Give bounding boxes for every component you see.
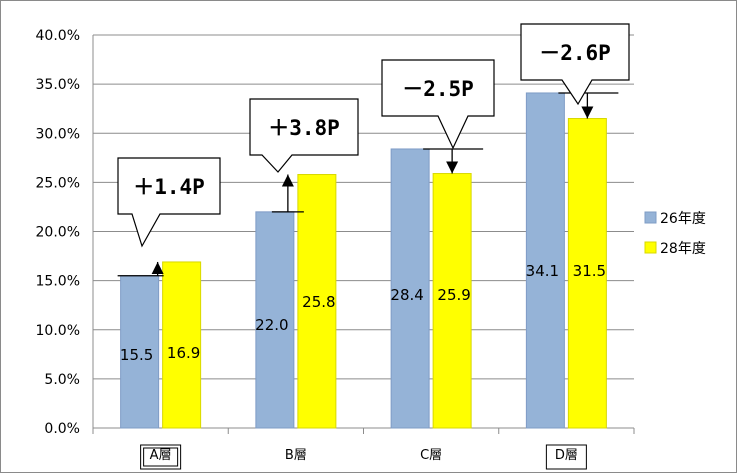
callout-text: ＋3.8P [268,116,340,140]
bar-series2 [162,261,202,429]
bar-series1 [120,275,160,429]
arrowhead [281,174,294,187]
y-tick-label: 35.0% [36,77,80,93]
data-label: 22.0 [255,316,288,334]
bar-series1 [255,211,295,429]
category-box-inner [143,447,179,467]
y-tick-label: 0.0% [44,421,80,437]
callouts-layer: ＋1.4P ＋3.8P －2.5P －2.6P [117,23,630,277]
data-label: 28.4 [390,286,423,304]
legend-swatch [644,241,657,254]
bar-series2 [567,118,607,429]
callout-text: －2.6P [539,41,611,65]
y-tick-label: 5.0% [44,372,80,388]
category-box [140,444,182,470]
callout-box [520,23,630,106]
bar-series2 [297,174,337,429]
y-tick-label: 20.0% [36,225,80,241]
legend: 26年度 28年度 [644,211,706,257]
arrowhead [581,106,594,119]
x-tick-label: A層 [150,448,172,463]
arrowhead [151,261,164,274]
labels-layer: 0.0% 5.0% 10.0% 15.0% 20.0% 25.0% 30.0% 35.0% 40… [36,28,606,470]
category-box [545,444,587,470]
callout-box [249,98,359,173]
y-tick-label: 10.0% [36,323,80,339]
callout-text: －2.5P [402,77,474,101]
data-label: 15.5 [120,346,153,364]
arrowhead [446,161,459,174]
bar-series1 [390,148,430,429]
bars-layer [120,92,607,429]
y-tick-label: 15.0% [36,274,80,290]
legend-label: 26年度 [660,211,706,227]
x-tick-label: D層 [555,448,578,463]
y-tick-label: 40.0% [36,28,80,44]
x-tick-label: B層 [285,448,307,463]
data-label: 25.9 [437,286,470,304]
legend-label: 28年度 [660,241,706,257]
data-label: 16.9 [167,344,200,362]
x-tick-label: C層 [420,448,442,463]
data-label: 31.5 [573,262,606,280]
y-tick-label: 30.0% [36,126,80,142]
legend-swatch [644,211,657,224]
data-label: 34.1 [526,262,559,280]
callout-box [117,157,221,248]
data-label: 25.8 [302,293,335,311]
bar-series1 [525,92,565,429]
callout-text: ＋1.4P [133,175,205,199]
y-tick-label: 25.0% [36,175,80,191]
callout-box [381,59,495,150]
